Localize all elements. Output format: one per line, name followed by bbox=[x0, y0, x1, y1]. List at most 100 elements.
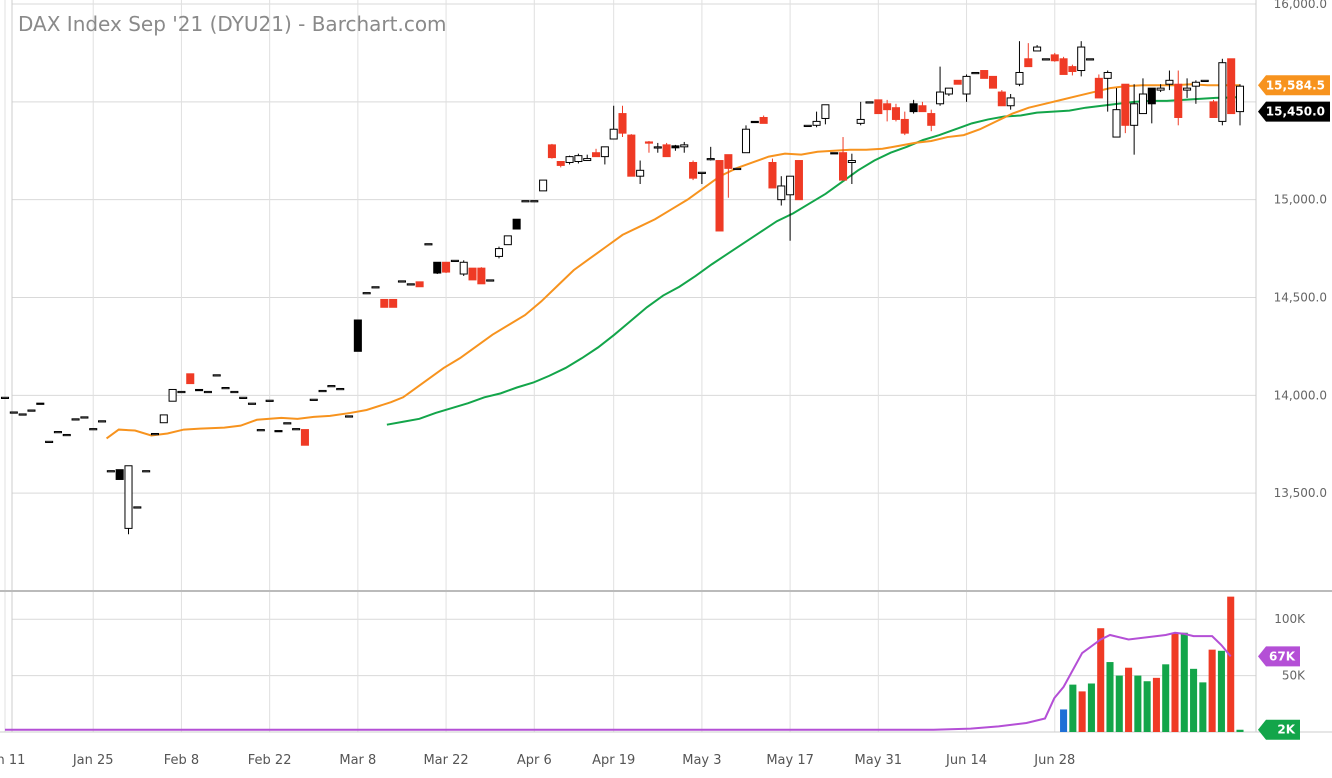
x-tick-label: Feb 22 bbox=[248, 753, 292, 768]
candle bbox=[1112, 109, 1121, 138]
candle bbox=[927, 113, 936, 126]
candle bbox=[177, 390, 186, 394]
candle bbox=[636, 169, 645, 177]
volume-bar bbox=[1078, 691, 1086, 732]
x-tick-label: Apr 6 bbox=[517, 753, 552, 768]
candle bbox=[18, 413, 27, 416]
candle bbox=[212, 374, 221, 377]
candle bbox=[300, 429, 309, 446]
candle bbox=[618, 113, 627, 134]
candle bbox=[115, 469, 124, 480]
candle bbox=[124, 465, 133, 529]
candle bbox=[900, 118, 909, 134]
candle bbox=[530, 200, 539, 203]
volume-average-flag bbox=[1258, 646, 1300, 667]
candle bbox=[865, 101, 874, 104]
candle bbox=[203, 390, 212, 394]
volume-average-label: 67K bbox=[1269, 649, 1296, 663]
candle bbox=[1174, 83, 1183, 118]
volume-bar bbox=[1134, 675, 1142, 732]
candle bbox=[997, 91, 1006, 107]
candle bbox=[768, 161, 777, 189]
candle bbox=[733, 167, 742, 171]
candle bbox=[80, 416, 89, 419]
candle bbox=[521, 200, 530, 203]
candle bbox=[345, 415, 354, 418]
x-tick-label: Jun 14 bbox=[945, 753, 987, 768]
candle bbox=[371, 286, 380, 289]
candle bbox=[697, 171, 706, 174]
candle bbox=[309, 398, 318, 401]
candle bbox=[583, 158, 592, 162]
candle bbox=[195, 388, 204, 392]
volume-bar bbox=[1180, 632, 1188, 732]
volume-bar bbox=[1162, 664, 1170, 732]
price-tick-label: 15,000.0 bbox=[1274, 193, 1327, 207]
candle bbox=[803, 124, 812, 128]
candle bbox=[671, 145, 680, 149]
candle bbox=[327, 385, 336, 388]
moving-average-fast-line bbox=[105, 83, 1241, 440]
volume-bar bbox=[1060, 709, 1068, 732]
candle bbox=[847, 160, 856, 163]
candle bbox=[750, 120, 759, 124]
candle bbox=[1209, 101, 1218, 118]
candle bbox=[759, 116, 768, 124]
candle bbox=[389, 298, 398, 308]
candle bbox=[9, 411, 18, 414]
candle bbox=[1218, 62, 1227, 122]
x-tick-label: Mar 8 bbox=[339, 753, 376, 768]
candle bbox=[1103, 71, 1112, 79]
candle bbox=[1094, 77, 1103, 99]
volume-bar bbox=[1115, 675, 1123, 732]
candle bbox=[186, 373, 195, 385]
price-tick-label: 14,500.0 bbox=[1274, 291, 1327, 305]
candle bbox=[477, 267, 486, 285]
candle bbox=[106, 470, 115, 473]
candle bbox=[944, 87, 953, 95]
volume-bar bbox=[1152, 677, 1160, 732]
candle bbox=[953, 79, 962, 85]
candle bbox=[909, 103, 918, 113]
candle bbox=[0, 396, 10, 399]
volume-bar bbox=[1208, 649, 1216, 732]
x-tick-label: Mar 22 bbox=[423, 753, 468, 768]
candle bbox=[1165, 79, 1174, 85]
volume-tick-label: 100K bbox=[1274, 612, 1306, 626]
candle bbox=[971, 71, 980, 75]
candle bbox=[565, 156, 574, 163]
candle bbox=[283, 422, 292, 425]
candle bbox=[777, 185, 786, 201]
last-volume-flag bbox=[1258, 719, 1300, 740]
candle bbox=[1200, 79, 1209, 83]
candle bbox=[450, 259, 459, 263]
candle bbox=[644, 141, 653, 144]
candle bbox=[1130, 103, 1139, 126]
x-tick-label: Jan 25 bbox=[72, 753, 114, 768]
candle bbox=[812, 120, 821, 126]
candle bbox=[459, 261, 468, 275]
candle bbox=[1059, 58, 1068, 75]
candle bbox=[159, 414, 168, 424]
candle bbox=[1024, 58, 1033, 68]
candle bbox=[230, 390, 239, 394]
candle bbox=[274, 430, 283, 433]
x-tick-label: May 17 bbox=[766, 753, 814, 768]
volume-bar bbox=[1106, 662, 1114, 732]
x-tick-label: Jun 28 bbox=[1033, 753, 1075, 768]
candle bbox=[27, 409, 36, 412]
candle bbox=[609, 128, 618, 140]
volume-bar bbox=[1097, 628, 1105, 732]
candle bbox=[592, 152, 601, 158]
candle bbox=[556, 161, 565, 166]
candle bbox=[856, 118, 865, 124]
candle bbox=[150, 432, 159, 436]
last-volume-label: 2K bbox=[1277, 723, 1295, 737]
candle bbox=[1077, 46, 1086, 72]
candle bbox=[424, 243, 433, 246]
candle bbox=[821, 104, 830, 119]
candle bbox=[680, 144, 689, 148]
candle bbox=[874, 99, 883, 115]
candle bbox=[503, 235, 512, 246]
